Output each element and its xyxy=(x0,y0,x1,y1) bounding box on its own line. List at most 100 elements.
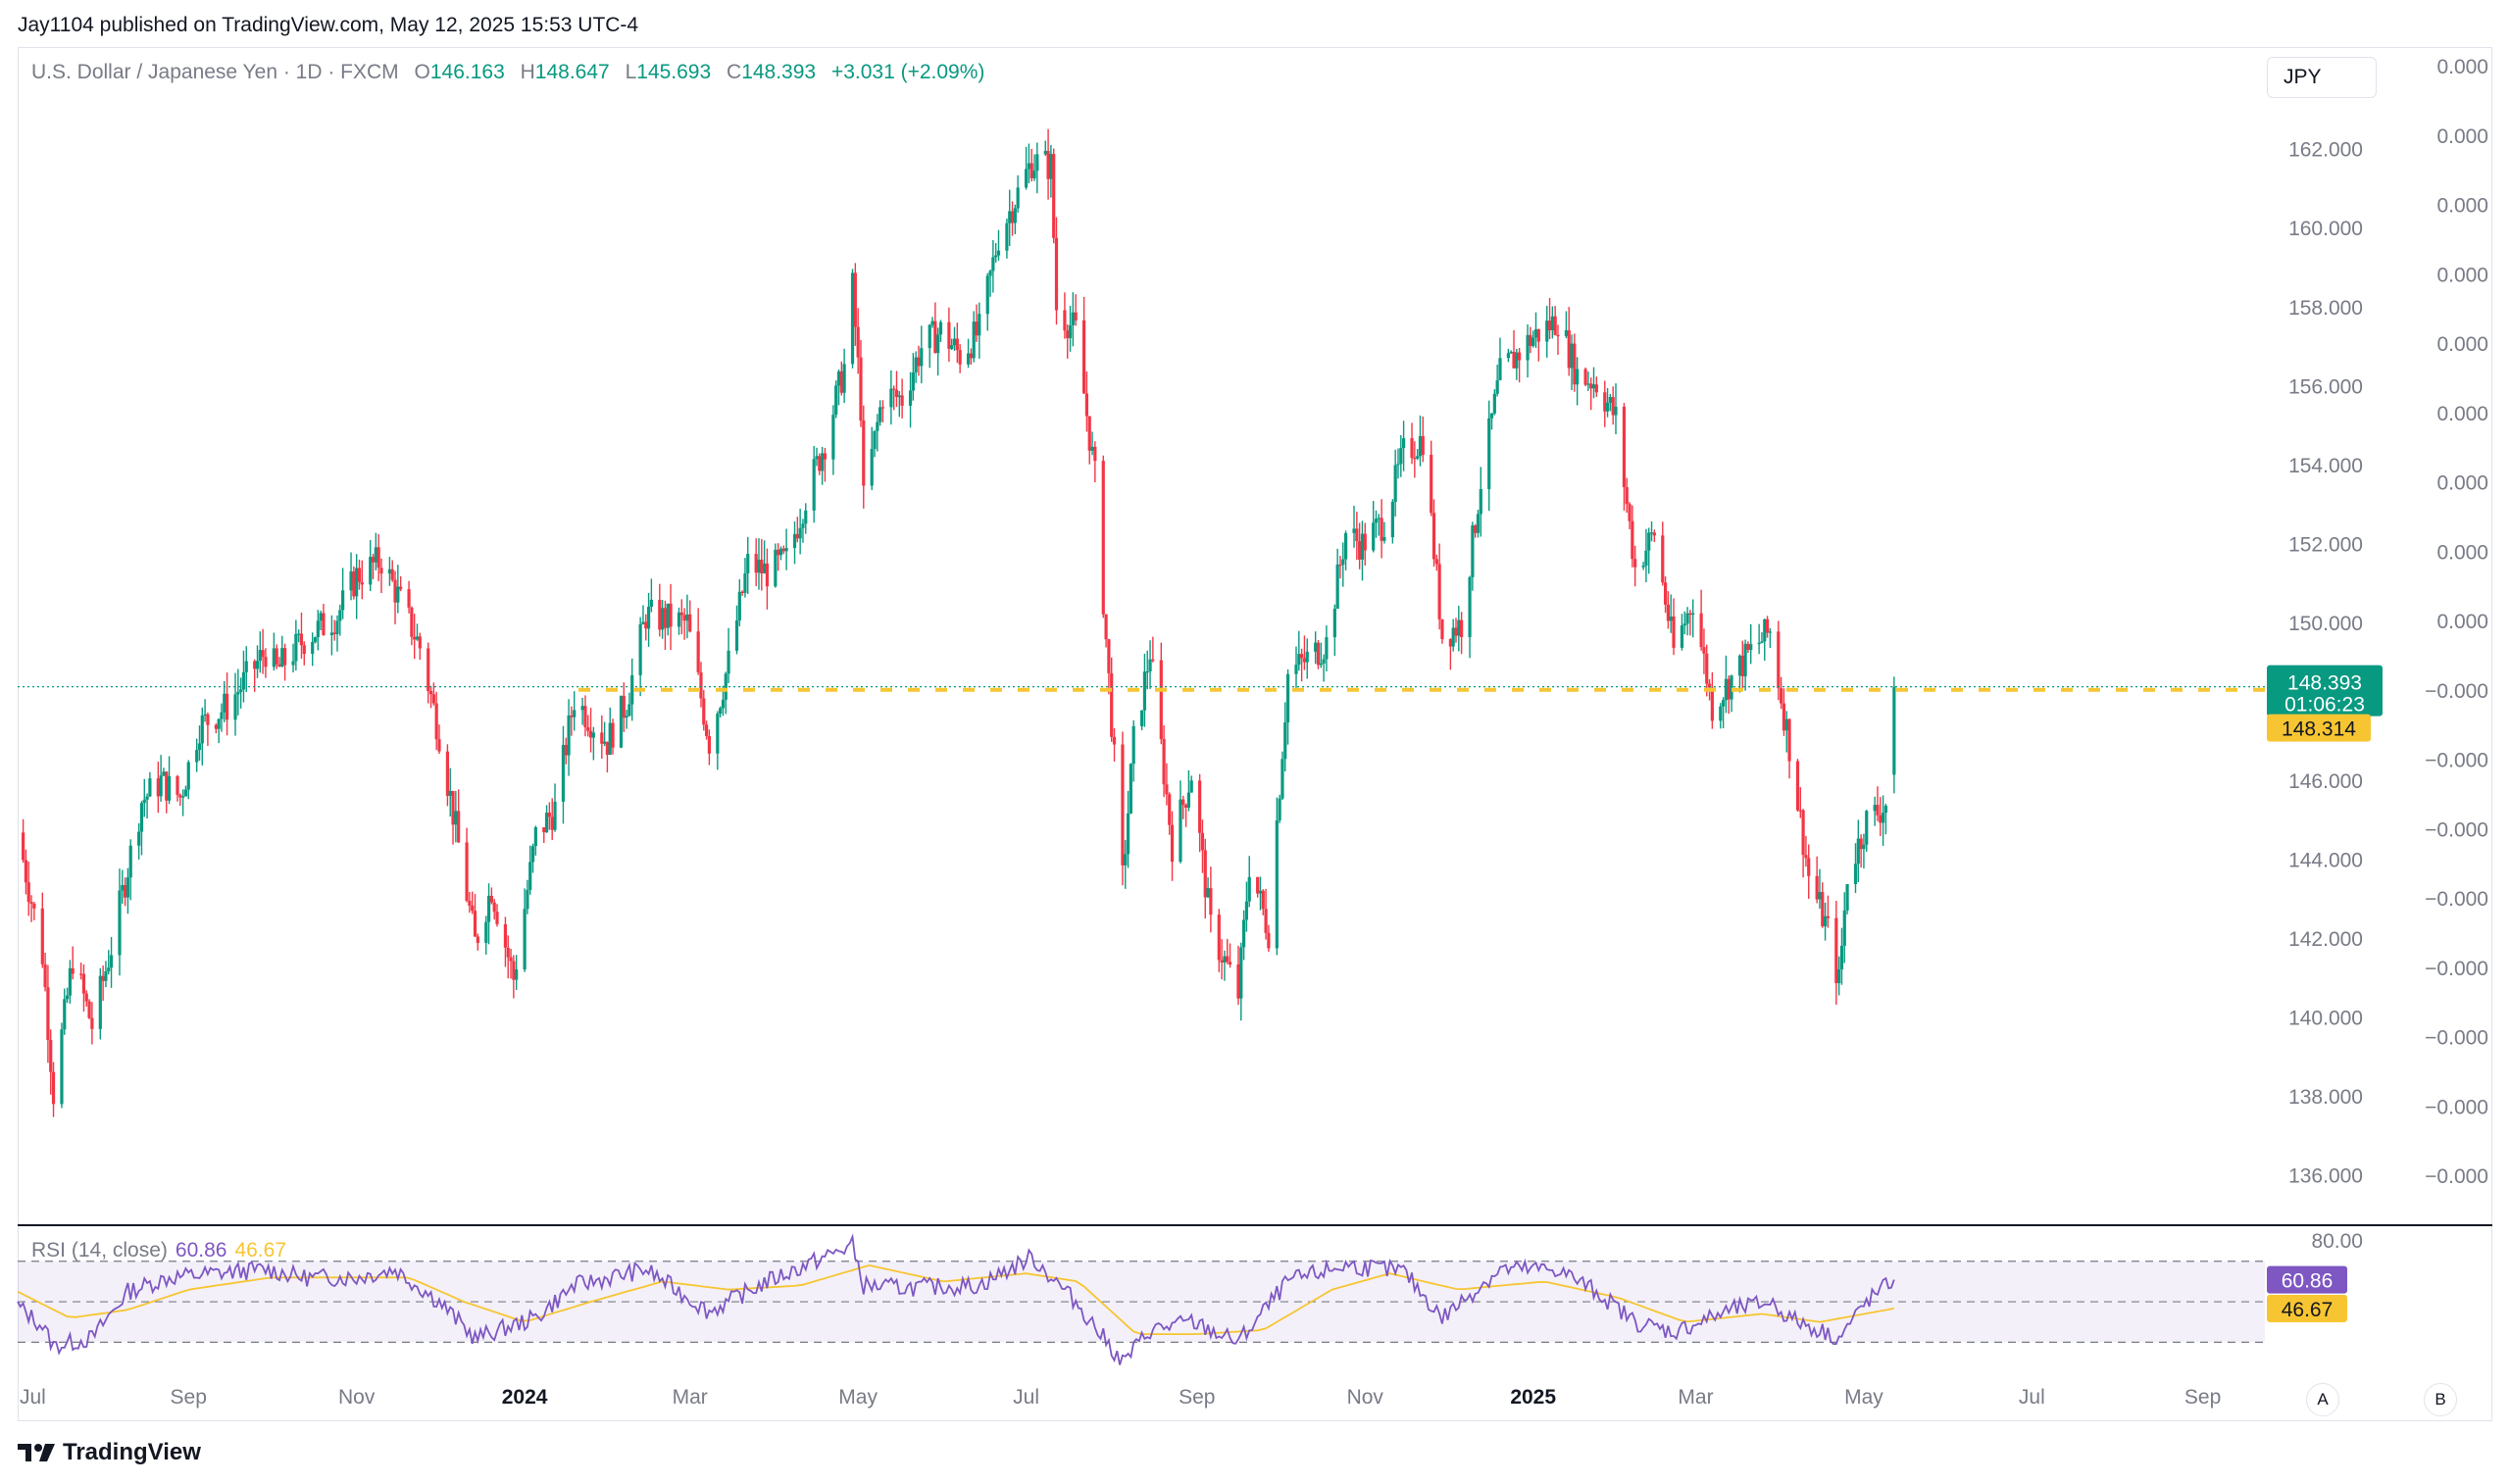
log-scale-button[interactable]: B xyxy=(2424,1383,2457,1416)
low-label: L xyxy=(625,61,637,83)
candle-body xyxy=(183,789,188,797)
candle xyxy=(1049,144,1053,198)
candle xyxy=(1669,594,1673,633)
candle xyxy=(1842,892,1846,964)
currency-button[interactable]: JPY xyxy=(2267,57,2377,98)
candle xyxy=(335,615,339,652)
candle-body xyxy=(663,608,668,628)
candle xyxy=(1801,809,1805,878)
candle xyxy=(1107,638,1111,695)
candle-body xyxy=(1124,854,1128,866)
candle xyxy=(1084,371,1089,432)
candle xyxy=(1402,420,1406,471)
candle-body xyxy=(121,884,125,891)
candle xyxy=(1795,759,1800,813)
candle xyxy=(1556,324,1560,355)
candle xyxy=(1352,505,1356,548)
candle-body xyxy=(1605,402,1610,412)
candle-body xyxy=(669,603,673,627)
candle-body xyxy=(1845,884,1849,911)
candle xyxy=(437,724,441,755)
candle-body xyxy=(781,548,785,552)
candle-body xyxy=(933,321,937,354)
candle xyxy=(1358,522,1362,569)
candle xyxy=(195,738,199,772)
candle xyxy=(1576,357,1580,406)
candle xyxy=(611,718,615,755)
rsi-value: 60.86 xyxy=(175,1239,227,1261)
candle-body xyxy=(876,421,879,431)
time-tick-label: Nov xyxy=(1347,1386,1384,1409)
candle-body xyxy=(264,657,268,668)
candle-body xyxy=(870,449,874,486)
candle xyxy=(1068,306,1073,352)
candle xyxy=(1567,307,1571,376)
rsi-title[interactable]: RSI (14, close) xyxy=(31,1239,168,1261)
candle xyxy=(387,557,391,586)
candle-body xyxy=(947,322,951,349)
candle-body xyxy=(1576,369,1580,385)
candle xyxy=(564,737,568,765)
rsi-ma-line xyxy=(17,1263,1894,1335)
candle-body xyxy=(1487,418,1491,489)
candle-body xyxy=(1338,564,1342,567)
candle-body xyxy=(1005,223,1009,251)
close-value: 148.393 xyxy=(741,61,817,83)
tradingview-footer[interactable]: TradingView xyxy=(18,1439,201,1466)
candle xyxy=(669,583,673,651)
candle xyxy=(181,789,185,816)
countdown-label: 01:06:23 xyxy=(2284,694,2365,717)
price-tick-label: 154.000 xyxy=(2288,455,2363,477)
symbol-name[interactable]: U.S. Dollar / Japanese Yen · 1D · FXCM xyxy=(31,61,399,83)
candle-body xyxy=(778,548,783,556)
candle-body xyxy=(911,371,915,391)
candle xyxy=(920,325,924,384)
candle xyxy=(280,635,284,668)
candle xyxy=(1661,521,1665,586)
candle-body xyxy=(1760,641,1764,643)
candle xyxy=(1454,618,1458,643)
candle xyxy=(1151,636,1155,663)
candle xyxy=(1396,448,1400,479)
candle xyxy=(1495,364,1499,397)
candle-body xyxy=(1256,876,1260,894)
candle xyxy=(818,453,822,475)
candle-body xyxy=(619,695,624,748)
secondary-axis-label: 0.000 xyxy=(2436,333,2488,356)
candle xyxy=(1705,644,1709,697)
candle xyxy=(985,272,989,331)
candle xyxy=(167,756,172,805)
candle-body xyxy=(685,614,689,621)
candle xyxy=(512,955,516,999)
candle xyxy=(1186,769,1190,812)
candle xyxy=(1865,810,1869,853)
candle xyxy=(1278,794,1281,823)
auto-scale-button[interactable]: A xyxy=(2306,1383,2339,1416)
candle-body xyxy=(936,334,940,354)
candle xyxy=(81,964,86,1012)
candle xyxy=(644,614,648,641)
candle-body xyxy=(1631,520,1634,560)
candle xyxy=(1343,530,1348,570)
candle-body xyxy=(1740,655,1744,677)
candle-body xyxy=(261,650,265,658)
candle xyxy=(1749,623,1753,665)
candle-body xyxy=(1518,352,1522,361)
candle-body xyxy=(311,642,315,655)
candle-body xyxy=(1777,631,1781,689)
candle xyxy=(294,619,298,671)
candle-body xyxy=(1093,446,1097,462)
candle-body xyxy=(856,326,860,358)
candle xyxy=(619,695,624,749)
candle-body xyxy=(109,955,114,968)
candle xyxy=(600,715,604,760)
candle-body xyxy=(1603,392,1607,412)
candle xyxy=(352,566,356,600)
last-price-tag xyxy=(2267,665,2383,717)
candle-body xyxy=(1474,525,1478,533)
candle-body xyxy=(721,699,726,709)
candle-body xyxy=(390,569,394,580)
candle-body xyxy=(628,704,631,717)
secondary-axis-label: 0.000 xyxy=(2436,195,2488,218)
